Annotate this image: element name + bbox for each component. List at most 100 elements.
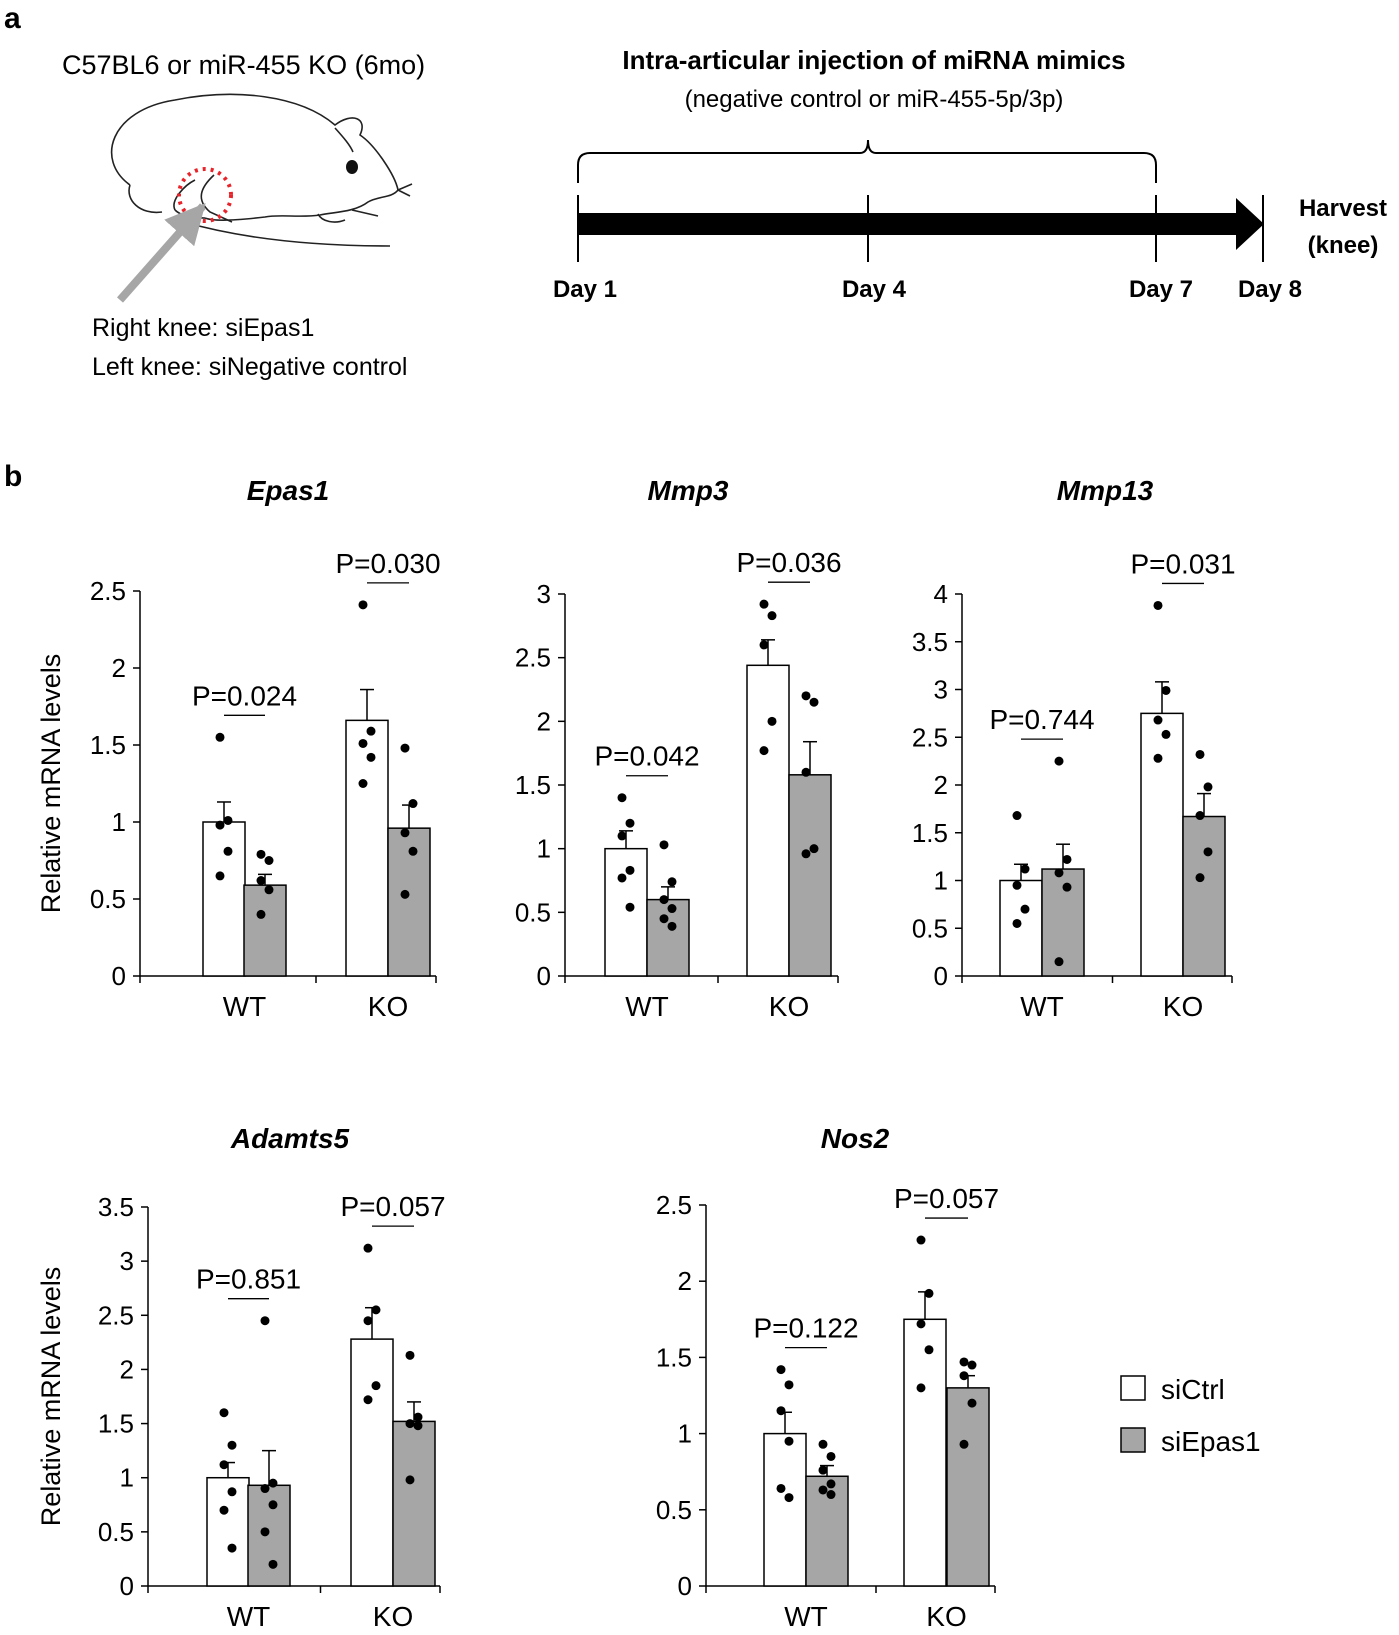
data-point [227, 1440, 237, 1450]
bar [746, 664, 790, 977]
y-tick-label: 0.5 [98, 1517, 134, 1547]
data-point [1161, 729, 1171, 739]
knee-circle [177, 167, 233, 223]
data-point [215, 732, 225, 742]
data-point [801, 849, 811, 859]
injection-title: Intra-articular injection of miRNA mimic… [622, 45, 1125, 75]
injection-brace [577, 139, 1157, 183]
data-point [826, 1479, 836, 1489]
y-tick-label: 2.5 [515, 643, 551, 673]
data-point [617, 793, 627, 803]
data-point [916, 1319, 926, 1329]
chart-epas1: Epas1 Relative mRNA levels 0 0.5 1 1.5 2 2.5 WT K… [36, 475, 441, 1022]
data-point [784, 1380, 794, 1390]
harvest-sublabel: (knee) [1308, 232, 1379, 259]
y-tick-label: 2 [678, 1266, 692, 1296]
data-point [818, 1465, 828, 1475]
data-point [1054, 957, 1064, 967]
data-point [408, 846, 418, 856]
data-point [264, 856, 274, 865]
panel-a: a C57BL6 or miR-455 KO (6mo) Right knee:… [4, 2, 1387, 381]
data-point [363, 1243, 373, 1253]
data-point [776, 1365, 786, 1375]
data-point [1153, 600, 1163, 610]
bar [206, 1476, 250, 1587]
y-tick-label: 0 [934, 961, 948, 991]
data-point [809, 844, 819, 854]
data-point [801, 691, 811, 701]
bar [247, 1484, 291, 1587]
data-point [959, 1371, 969, 1381]
pvalue-label: P=0.744 [989, 704, 1094, 735]
y-tick-label: 0.5 [656, 1495, 692, 1525]
y-tick-label: 0 [537, 961, 551, 991]
data-point [1012, 880, 1022, 890]
data-point [776, 1406, 786, 1416]
data-point [219, 1505, 229, 1515]
pvalue-label: P=0.057 [894, 1183, 999, 1214]
eye-icon [346, 160, 358, 174]
y-tick-label: 2 [120, 1354, 134, 1384]
y-tick-label: 2.5 [656, 1190, 692, 1220]
chart-title: Adamts5 [230, 1123, 350, 1154]
bar [1140, 712, 1184, 977]
data-point [400, 889, 410, 899]
data-point [1203, 847, 1213, 857]
pvalue-label: P=0.057 [340, 1191, 445, 1222]
data-point [413, 1421, 423, 1431]
data-point [405, 1419, 415, 1429]
pvalue-label: P=0.122 [753, 1313, 858, 1344]
y-tick-label: 1.5 [656, 1342, 692, 1372]
y-tick-label: 0 [678, 1571, 692, 1601]
legend-label-siepas1: siEpas1 [1161, 1426, 1261, 1457]
data-point [959, 1439, 969, 1449]
data-point [264, 885, 274, 895]
data-point [759, 599, 769, 609]
data-point [363, 1316, 373, 1326]
bar [604, 847, 648, 977]
y-tick-label: 1 [678, 1419, 692, 1449]
chart-title: Mmp3 [648, 475, 729, 506]
bar [1182, 815, 1226, 977]
left-knee-label: Left knee: siNegative control [92, 353, 407, 381]
knee-arrow [117, 203, 206, 303]
data-point [759, 640, 769, 650]
y-tick-label: 4 [934, 579, 948, 609]
y-tick-label: 1.5 [515, 770, 551, 800]
x-tick-label: WT [227, 1601, 271, 1632]
data-point [667, 921, 677, 931]
y-tick-label: 0.5 [515, 897, 551, 927]
data-point [405, 1475, 415, 1485]
mouse-illustration [111, 93, 413, 247]
data-point [1020, 864, 1030, 874]
y-tick-label: 2 [537, 706, 551, 736]
data-point [784, 1436, 794, 1446]
chart-title: Epas1 [247, 475, 330, 506]
day7-label: Day 7 [1129, 276, 1193, 303]
x-tick-label: KO [769, 991, 809, 1022]
x-tick-label: WT [625, 991, 669, 1022]
chart-title: Mmp13 [1057, 475, 1154, 506]
legend: siCtrl siEpas1 [1120, 1374, 1261, 1457]
y-tick-label: 1.5 [912, 818, 948, 848]
y-tick-label: 0.5 [90, 884, 126, 914]
data-point [219, 1408, 229, 1418]
data-point [227, 1487, 237, 1497]
x-tick-label: KO [1163, 991, 1203, 1022]
y-tick-label: 0 [112, 961, 126, 991]
data-point [256, 849, 266, 859]
data-point [784, 1493, 794, 1503]
y-tick-label: 3 [934, 675, 948, 705]
data-point [400, 743, 410, 753]
data-point [371, 1305, 381, 1315]
data-point [625, 818, 635, 828]
data-point [371, 1381, 381, 1391]
chart-mmp13: Mmp13 0 0.5 1 1.5 2 2.5 3 3.5 4 WT KO P=0.744 P=0.031 [912, 475, 1236, 1022]
y-tick-label: 0.5 [912, 913, 948, 943]
data-point [617, 873, 627, 883]
data-point [818, 1485, 828, 1495]
chart-title: Nos2 [821, 1123, 890, 1154]
timeline-arrowhead [1236, 198, 1264, 250]
data-point [219, 1460, 229, 1470]
y-tick-label: 1 [120, 1463, 134, 1493]
